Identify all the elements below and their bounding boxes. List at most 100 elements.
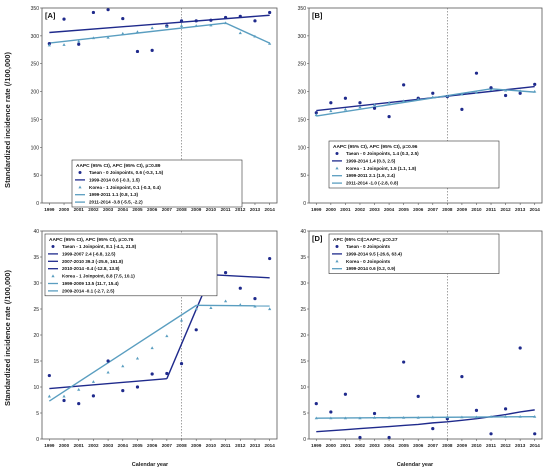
x-tick-label: 2007 xyxy=(162,443,173,448)
y-tick-label: 0 xyxy=(303,201,306,207)
y-tick-label: 100 xyxy=(298,145,307,151)
x-tick-label: 2013 xyxy=(515,207,526,212)
data-point-taean xyxy=(223,15,228,20)
legend-marker-triangle xyxy=(335,166,339,170)
data-point-taean xyxy=(121,16,125,21)
x-tick-label: 2008 xyxy=(442,443,453,448)
legend-entry-text: Korea - 1 Joinpoint, 8.8 (7.5, 10.1) xyxy=(62,274,135,279)
legend-entry-text: 2010-2014 -0.4 (-12.8, 13.8) xyxy=(62,266,120,271)
data-point-taean xyxy=(416,394,420,398)
x-tick-label: 2005 xyxy=(399,207,410,212)
data-point-taean xyxy=(431,91,435,95)
x-tick-label: 2000 xyxy=(326,207,337,212)
y-tick-label: 15 xyxy=(300,359,306,365)
y-tick-label: 300 xyxy=(31,34,40,40)
data-point-korea xyxy=(358,416,362,420)
legend: AAPC (95% CI), APC (95% CI), p=0.89Taean… xyxy=(71,159,243,208)
data-point-taean xyxy=(179,362,184,366)
data-point-taean xyxy=(343,96,348,100)
x-tick-label: 2003 xyxy=(369,443,380,448)
x-tick-label: 2006 xyxy=(413,443,424,448)
data-point-taean xyxy=(238,286,242,290)
legend-entry-text: 1999-2014 9.5 (-26.6, 63.4) xyxy=(346,251,402,256)
legend-box xyxy=(44,233,218,297)
legend-title: APC (95% CI)=AAPC, p=0.27 xyxy=(333,237,398,243)
y-tick-label: 250 xyxy=(298,62,307,68)
data-point-taean xyxy=(518,91,522,95)
x-tick-label: 2000 xyxy=(59,443,70,448)
y-tick-label: 30 xyxy=(33,281,39,287)
x-tick-label: 2005 xyxy=(132,207,143,212)
data-point-korea xyxy=(387,415,391,419)
x-tick-label: 2003 xyxy=(103,443,114,448)
data-point-korea xyxy=(314,416,318,420)
x-tick-label: 2002 xyxy=(355,207,366,212)
data-point-taean xyxy=(238,14,242,18)
data-point-korea xyxy=(431,95,435,99)
y-tick-label: 25 xyxy=(33,307,39,313)
data-point-korea xyxy=(135,30,140,34)
x-tick-label: 2008 xyxy=(442,207,453,212)
data-point-korea xyxy=(533,89,537,93)
x-tick-label: 2001 xyxy=(74,207,85,212)
x-tick-label: 1999 xyxy=(311,207,322,212)
legend-entry-text: 1999-2007 2.4 (-6.8, 12.5) xyxy=(62,251,116,256)
x-tick-label: 2011 xyxy=(221,207,231,212)
legend-entry-text: 1999-2009 13.5 (11.7, 15.4) xyxy=(62,281,119,286)
data-point-taean xyxy=(314,111,318,115)
x-tick-label: 2008 xyxy=(176,207,187,212)
legend-marker-dot xyxy=(335,245,339,248)
data-point-korea xyxy=(387,101,391,104)
legend-title: AAPC (95% CI), APC (95% CI), p=0.96 xyxy=(333,144,418,150)
panel-2: 0 5 10 15 20 25 30 35 40 1999 2000 2001 2002 2003 2004… xyxy=(33,229,278,448)
data-point-taean xyxy=(253,19,257,23)
data-point-korea xyxy=(106,370,110,374)
x-tick-label: 2009 xyxy=(457,207,468,212)
y-tick-label: 300 xyxy=(298,34,307,40)
data-point-korea xyxy=(179,318,184,322)
x-tick-label: 2006 xyxy=(147,443,158,448)
y-tick-label: 10 xyxy=(33,385,39,391)
data-point-taean xyxy=(489,432,493,436)
x-tick-label: 2010 xyxy=(471,443,482,448)
y-axis-label-top: Standardized incidence rate (/100,000) xyxy=(3,52,12,188)
data-point-taean xyxy=(489,86,493,90)
data-point-taean xyxy=(343,392,348,396)
data-point-korea xyxy=(238,303,242,306)
x-tick-label: 2001 xyxy=(74,443,85,448)
data-point-korea xyxy=(416,97,420,101)
x-tick-label: 2011 xyxy=(486,443,496,448)
data-point-taean xyxy=(179,19,184,23)
data-point-korea xyxy=(474,90,479,94)
data-point-taean xyxy=(121,389,125,393)
data-point-taean xyxy=(150,372,154,376)
x-tick-label: 2013 xyxy=(250,443,261,448)
legend-entry-text: 1999-2011 2.1 (1.9, 2.4) xyxy=(346,173,396,178)
data-point-taean xyxy=(460,107,464,111)
x-tick-label: 2009 xyxy=(457,443,468,448)
x-tick-label: 2004 xyxy=(384,207,395,212)
x-tick-label: 2001 xyxy=(340,443,351,448)
data-point-korea xyxy=(489,88,493,91)
x-tick-label: 2005 xyxy=(132,443,143,448)
panel-label: [A] xyxy=(45,11,56,20)
y-tick-label: 200 xyxy=(298,90,307,96)
data-point-korea xyxy=(47,394,51,398)
data-point-korea xyxy=(533,414,537,418)
data-point-taean xyxy=(387,115,391,119)
y-tick-label: 20 xyxy=(33,333,39,339)
data-point-korea xyxy=(518,414,522,418)
data-point-korea xyxy=(150,26,154,30)
data-point-taean xyxy=(533,432,537,436)
data-point-korea xyxy=(402,415,406,419)
x-tick-label: 2009 xyxy=(191,207,202,212)
data-point-korea xyxy=(121,364,125,368)
legend-marker-triangle xyxy=(335,259,339,263)
data-point-korea xyxy=(91,36,96,40)
x-tick-label: 2005 xyxy=(399,443,410,448)
data-point-korea xyxy=(445,94,449,98)
x-tick-label: 2008 xyxy=(176,443,187,448)
data-point-taean xyxy=(358,435,362,440)
legend-marker-dot xyxy=(51,245,55,248)
